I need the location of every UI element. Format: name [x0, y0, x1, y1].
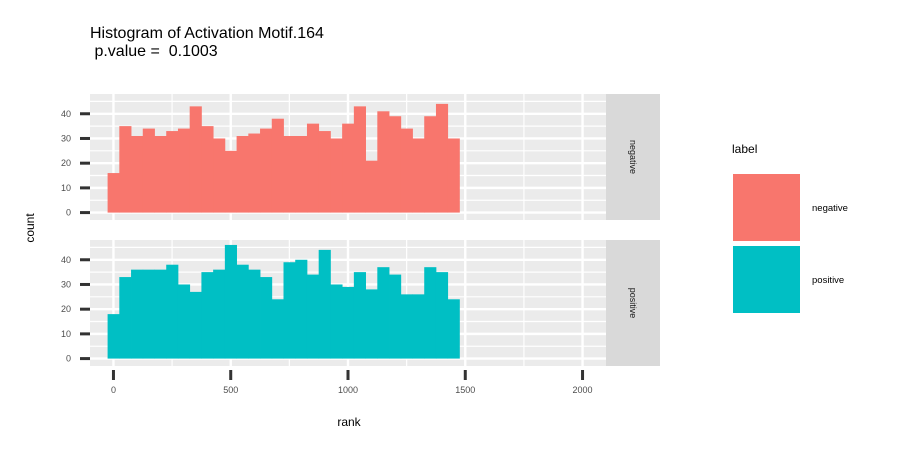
- panel-negative: 0 10 20 30 40 negative: [61, 94, 660, 220]
- histogram-bar: [177, 284, 191, 359]
- x-tick-label: 0: [111, 385, 116, 395]
- histogram-bar: [189, 291, 202, 359]
- y-tick-label: 20: [61, 304, 71, 314]
- histogram-bar: [424, 116, 437, 213]
- histogram-bar: [119, 126, 132, 213]
- y-axis-title: count: [23, 213, 37, 243]
- histogram-bar: [365, 160, 378, 213]
- x-tick-label: 500: [223, 385, 238, 395]
- histogram-bar: [236, 136, 249, 213]
- histogram-bar: [377, 111, 390, 213]
- histogram-bar: [224, 150, 237, 213]
- histogram-bar: [283, 262, 296, 359]
- legend-key-negative: [733, 174, 800, 241]
- histogram-bar: [377, 267, 390, 359]
- histogram-bar: [342, 123, 355, 213]
- histogram-bar: [154, 269, 167, 359]
- histogram-bar: [119, 277, 132, 359]
- histogram-bar: [412, 138, 425, 213]
- histogram-bar: [365, 289, 378, 359]
- histogram-bar: [353, 272, 366, 359]
- histogram-bar: [295, 259, 308, 359]
- histogram-bar: [389, 116, 402, 213]
- histogram-bar: [224, 244, 237, 359]
- histogram-bar: [330, 138, 343, 213]
- x-tick-label: 1000: [338, 385, 358, 395]
- histogram-bar: [166, 264, 179, 359]
- y-tick-label: 30: [61, 279, 71, 289]
- histogram-bar: [435, 103, 449, 213]
- histogram-bar: [318, 131, 331, 213]
- y-tick-label: 0: [66, 208, 71, 218]
- histogram-bar: [271, 299, 284, 359]
- histogram-bar: [142, 128, 155, 213]
- y-tick-label: 30: [61, 133, 71, 143]
- histogram-bar: [318, 249, 331, 359]
- x-tick-label: 2000: [573, 385, 593, 395]
- x-axis: 0 500 1000 1500 2000: [111, 370, 593, 395]
- legend-label-positive: positive: [812, 275, 844, 286]
- histogram-bar: [412, 294, 425, 359]
- histogram-bar: [260, 128, 273, 213]
- y-tick-label: 10: [61, 183, 71, 193]
- histogram-bar: [213, 138, 226, 213]
- facet-strip-label: negative: [628, 140, 638, 174]
- chart-title: Histogram of Activation Motif.164: [90, 25, 324, 42]
- histogram-bar: [400, 128, 413, 213]
- x-axis-title: rank: [337, 415, 361, 429]
- histogram-bar: [166, 131, 179, 213]
- histogram-bar: [177, 128, 191, 213]
- facet-strip: [606, 240, 660, 366]
- histogram-bar: [131, 136, 144, 213]
- histogram-bar: [447, 299, 460, 359]
- histogram-bar: [201, 126, 214, 213]
- histogram-bar: [154, 136, 167, 213]
- histogram-bar: [283, 136, 296, 213]
- histogram-bar: [131, 269, 144, 359]
- legend-title: label: [732, 142, 757, 156]
- histogram-bar: [189, 106, 202, 213]
- x-tick-label: 1500: [455, 385, 475, 395]
- histogram-bar: [306, 123, 320, 213]
- histogram-bar: [400, 294, 413, 359]
- facet-strip-label: positive: [628, 288, 638, 319]
- y-tick-label: 0: [66, 354, 71, 364]
- histogram-bar: [201, 272, 214, 359]
- legend-key-positive: [733, 246, 800, 313]
- histogram-bar: [389, 274, 402, 359]
- histogram-bar: [306, 274, 320, 359]
- histogram-bar: [342, 286, 355, 359]
- histogram-bar: [236, 264, 249, 359]
- histogram-bar: [107, 314, 120, 359]
- histogram-bar: [330, 284, 343, 359]
- histogram-bar: [424, 267, 437, 359]
- histogram-bar: [435, 272, 449, 359]
- histogram-bar: [295, 136, 308, 213]
- legend: label negative positive: [732, 142, 848, 313]
- histogram-bar: [248, 269, 261, 359]
- histogram-bar: [447, 138, 460, 213]
- legend-label-negative: negative: [812, 203, 848, 214]
- histogram-bar: [353, 106, 366, 213]
- facet-strip: [606, 94, 660, 220]
- y-tick-label: 40: [61, 109, 71, 119]
- y-tick-label: 10: [61, 329, 71, 339]
- y-tick-label: 40: [61, 255, 71, 265]
- chart-subtitle: p.value = 0.1003: [90, 43, 218, 60]
- histogram-bar: [142, 269, 155, 359]
- y-tick-label: 20: [61, 158, 71, 168]
- panel-positive: 0 10 20 30 40 positive: [61, 240, 660, 366]
- histogram-bar: [213, 269, 226, 359]
- histogram-bar: [260, 277, 273, 359]
- histogram-bar: [271, 118, 284, 213]
- histogram-bar: [248, 133, 261, 213]
- histogram-bar: [107, 173, 120, 213]
